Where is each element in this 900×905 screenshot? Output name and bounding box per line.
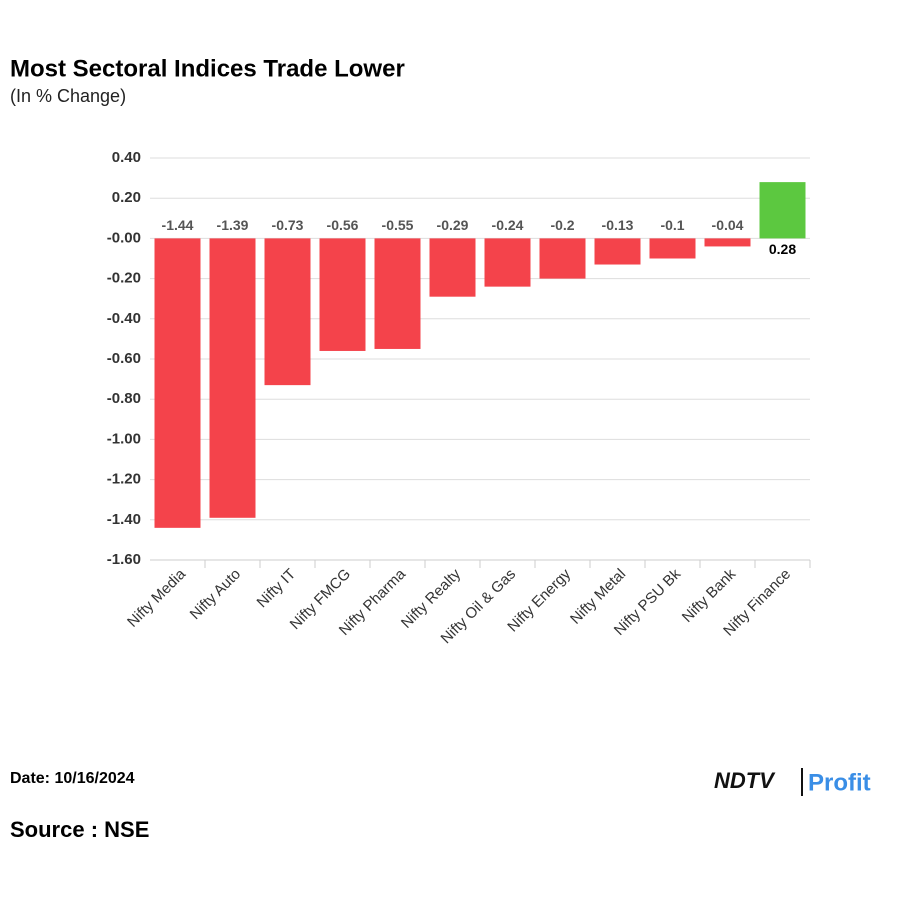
- value-label: 0.28: [769, 241, 796, 257]
- y-tick-label: -0.60: [107, 350, 141, 367]
- chart-subtitle: (In % Change): [10, 86, 126, 106]
- value-label: -0.73: [272, 217, 304, 233]
- bar: [484, 238, 531, 287]
- y-tick-label: -0.00: [107, 229, 141, 246]
- bar: [704, 238, 751, 247]
- source: Source : NSE: [10, 817, 149, 842]
- y-tick-label: -0.40: [107, 310, 141, 327]
- value-label: -0.55: [382, 217, 414, 233]
- y-tick-label: -1.00: [107, 430, 141, 447]
- brand-ndtv: NDTV: [714, 768, 776, 793]
- y-tick-label: 0.40: [112, 149, 141, 166]
- value-label: -0.04: [712, 217, 744, 233]
- bar: [154, 238, 201, 528]
- value-label: -0.24: [492, 217, 524, 233]
- value-label: -0.56: [327, 217, 359, 233]
- y-tick-label: -0.80: [107, 390, 141, 407]
- y-tick-label: -1.20: [107, 471, 141, 488]
- y-tick-label: 0.20: [112, 189, 141, 206]
- value-label: -0.2: [550, 217, 574, 233]
- value-label: -1.39: [217, 217, 249, 233]
- value-label: -0.29: [437, 217, 469, 233]
- bar: [649, 238, 696, 259]
- bar: [539, 238, 586, 279]
- value-label: -1.44: [162, 217, 194, 233]
- bar: [374, 238, 421, 349]
- bar: [429, 238, 476, 297]
- brand-profit: Profit: [808, 769, 871, 796]
- y-tick-label: -0.20: [107, 270, 141, 287]
- bar: [209, 238, 256, 518]
- bar: [319, 238, 366, 351]
- y-tick-label: -1.40: [107, 511, 141, 528]
- bar: [759, 182, 806, 239]
- bar: [594, 238, 641, 265]
- chart-title: Most Sectoral Indices Trade Lower: [10, 55, 405, 82]
- bar: [264, 238, 311, 386]
- date: Date: 10/16/2024: [10, 770, 135, 787]
- y-tick-label: -1.60: [107, 551, 141, 568]
- value-label: -0.13: [602, 217, 634, 233]
- value-label: -0.1: [660, 217, 684, 233]
